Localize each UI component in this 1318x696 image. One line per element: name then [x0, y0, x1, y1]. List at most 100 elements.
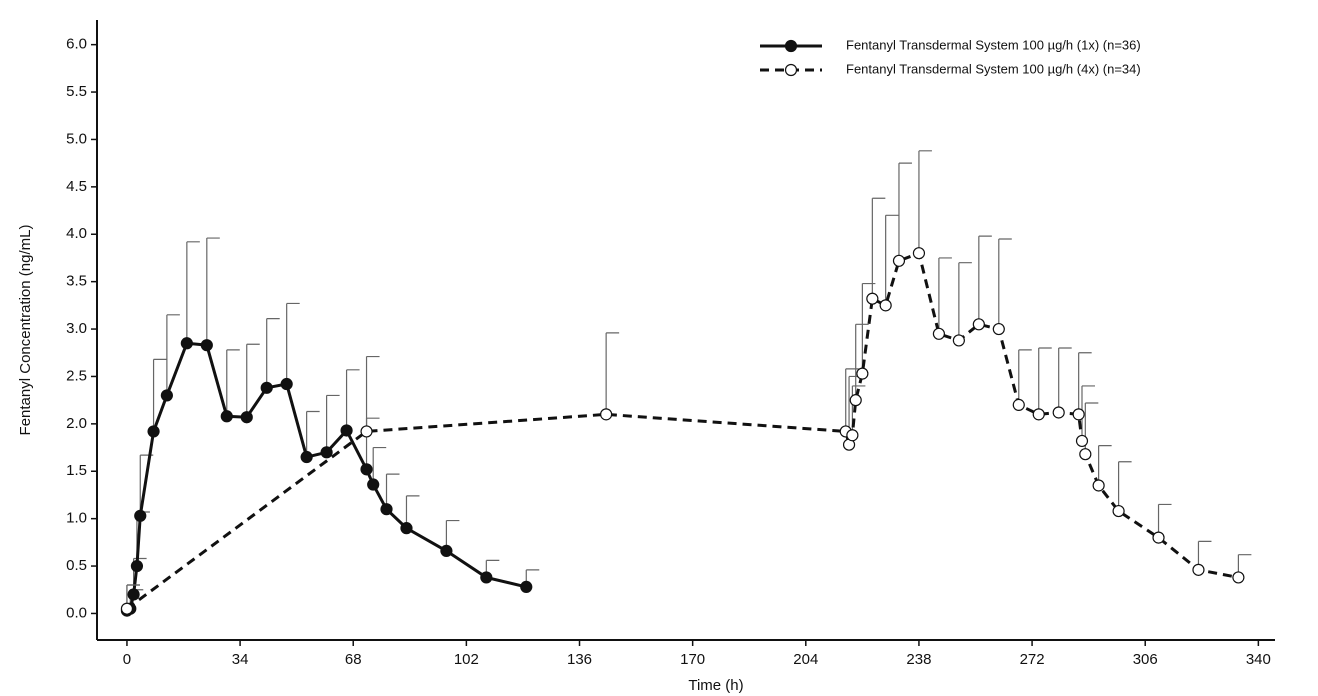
marker	[600, 408, 613, 421]
marker	[849, 394, 862, 407]
error-bar	[978, 235, 992, 325]
marker	[1079, 448, 1092, 461]
marker	[952, 334, 965, 347]
legend-label: Fentanyl Transdermal System 100 µg/h (4x…	[846, 61, 1141, 76]
error-bar	[998, 238, 1012, 330]
marker	[367, 478, 380, 491]
error-bar	[1118, 461, 1132, 512]
y-tick-label: 3.0	[66, 320, 87, 337]
x-tick-label: 68	[345, 651, 362, 668]
marker	[1052, 406, 1065, 419]
error-bar	[306, 410, 320, 458]
error-bar	[345, 369, 360, 431]
legend-label: Fentanyl Transdermal System 100 µg/h (1x…	[846, 37, 1141, 52]
y-tick-label: 6.0	[66, 36, 87, 53]
marker	[360, 425, 373, 438]
error-bar	[861, 282, 876, 374]
legend-marker	[784, 63, 798, 77]
y-tick-label: 4.0	[66, 225, 87, 242]
marker	[846, 429, 859, 442]
error-bar	[246, 343, 260, 418]
error-bar	[1018, 349, 1032, 405]
x-tick-label: 204	[793, 651, 818, 668]
x-tick-label: 340	[1246, 651, 1271, 668]
error-bar	[226, 349, 240, 417]
y-tick-label: 1.5	[66, 462, 87, 479]
error-bar	[871, 197, 886, 299]
marker	[127, 588, 140, 601]
x-axis-label: Time (h)	[688, 677, 743, 694]
marker	[120, 602, 134, 615]
y-tick-label: 0.5	[66, 557, 87, 574]
error-bar	[286, 302, 300, 385]
marker	[1192, 563, 1205, 576]
x-tick-label: 0	[123, 651, 131, 668]
series-line	[126, 251, 1239, 610]
marker	[340, 424, 353, 437]
marker	[130, 559, 144, 573]
marker	[1012, 398, 1025, 411]
marker	[879, 299, 892, 312]
error-bar	[1098, 445, 1112, 486]
y-tick-label: 2.0	[66, 415, 87, 432]
error-bar	[266, 318, 280, 388]
marker	[380, 503, 393, 516]
marker	[1112, 504, 1125, 518]
x-tick-label: 272	[1020, 651, 1045, 668]
error-bar	[166, 314, 180, 396]
marker	[1032, 408, 1045, 421]
error-bar	[938, 257, 952, 334]
marker	[400, 522, 413, 535]
marker	[180, 337, 193, 350]
marker	[280, 377, 293, 391]
error-bar	[152, 358, 167, 432]
legend-marker	[784, 39, 798, 53]
marker	[240, 411, 253, 424]
y-tick-label: 4.5	[66, 178, 87, 195]
y-tick-label: 0.0	[66, 604, 87, 621]
error-bar	[1084, 402, 1099, 455]
x-tick-label: 136	[567, 651, 592, 668]
marker	[1152, 531, 1165, 544]
marker	[147, 425, 160, 438]
error-bar	[186, 241, 200, 344]
marker	[134, 509, 147, 522]
x-tick-label: 170	[680, 651, 705, 668]
marker	[1072, 408, 1085, 421]
y-tick-label: 2.5	[66, 367, 87, 384]
marker	[1092, 479, 1105, 492]
x-tick-label: 102	[454, 651, 479, 668]
y-tick-label: 5.5	[66, 83, 87, 100]
marker	[300, 450, 313, 464]
x-tick-label: 238	[906, 651, 931, 668]
x-tick-label: 306	[1133, 651, 1158, 668]
error-bar	[885, 214, 899, 306]
y-axis-label: Fentanyl Concentration (ng/mL)	[17, 225, 34, 436]
error-bar	[206, 237, 220, 346]
error-bar	[845, 368, 859, 432]
error-bar	[898, 162, 912, 261]
marker	[1232, 571, 1245, 584]
marker	[992, 322, 1005, 336]
marker	[360, 463, 373, 476]
marker	[912, 247, 926, 260]
x-tick-label: 34	[232, 651, 249, 668]
marker	[440, 544, 453, 557]
marker	[856, 367, 869, 380]
error-bar	[918, 150, 932, 254]
marker	[320, 446, 333, 459]
y-tick-label: 1.0	[66, 510, 87, 527]
marker	[260, 381, 273, 394]
marker	[520, 580, 533, 594]
y-tick-label: 5.0	[66, 130, 87, 147]
marker	[160, 389, 173, 402]
series-line	[126, 341, 527, 612]
marker	[892, 254, 906, 267]
marker	[1075, 434, 1089, 448]
marker	[972, 318, 985, 331]
error-bar	[1058, 347, 1072, 413]
error-bar	[958, 262, 972, 341]
marker	[866, 292, 879, 305]
error-bar	[605, 332, 620, 415]
